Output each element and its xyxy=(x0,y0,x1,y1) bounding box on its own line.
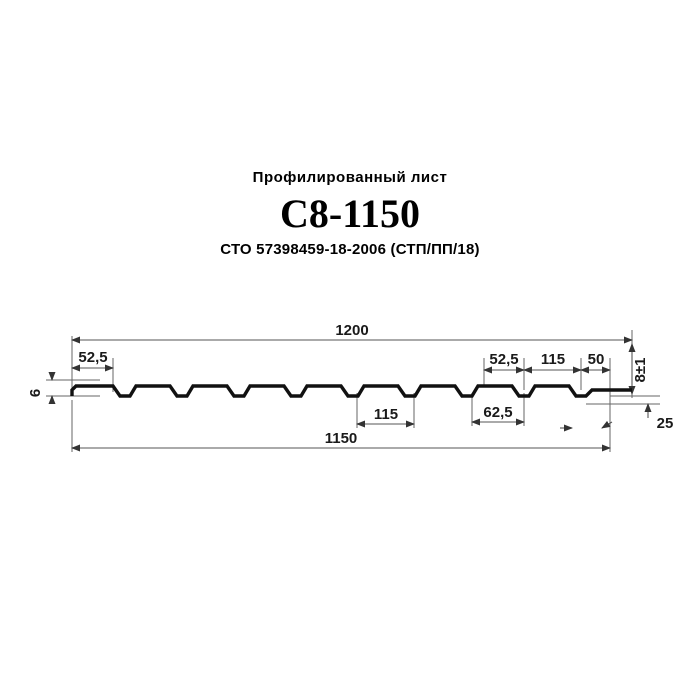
dim-label-115-lower: 115 xyxy=(374,406,398,423)
dim-label-625: 62,5 xyxy=(483,404,512,421)
dim-label-6: 6 xyxy=(27,389,44,397)
dimline-25-left xyxy=(601,420,613,429)
title-block: Профилированный лист С8-1150 СТО 5739845… xyxy=(0,168,700,260)
dim-label-525-left: 52,5 xyxy=(78,349,107,366)
dim-label-525-right: 52,5 xyxy=(489,351,518,368)
product-subtitle: Профилированный лист xyxy=(252,169,448,186)
profile-drawing: 1200 1150 52,5 115 62,5 52,5 115 50 8±1 … xyxy=(0,300,700,480)
dim-label-115-upper: 115 xyxy=(541,351,565,368)
dim-label-height: 8±1 xyxy=(632,358,649,383)
dim-label-1200: 1200 xyxy=(335,322,368,339)
dim-label-50: 50 xyxy=(588,351,605,368)
standard-code: СТО 57398459-18-2006 (СТП/ПП/18) xyxy=(220,241,480,258)
product-model: С8-1150 xyxy=(280,191,420,236)
dim-label-1150: 1150 xyxy=(325,430,358,447)
dim-label-25: 25 xyxy=(657,415,674,432)
profile-section-path xyxy=(70,384,632,398)
